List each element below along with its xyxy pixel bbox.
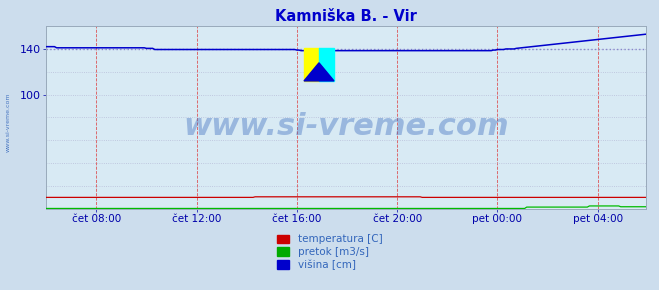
FancyBboxPatch shape <box>304 48 319 81</box>
Text: www.si-vreme.com: www.si-vreme.com <box>183 112 509 141</box>
Text: www.si-vreme.com: www.si-vreme.com <box>5 92 11 152</box>
FancyBboxPatch shape <box>319 48 334 81</box>
Title: Kamniška B. - Vir: Kamniška B. - Vir <box>275 8 417 23</box>
Polygon shape <box>304 63 334 81</box>
Legend: temperatura [C], pretok [m3/s], višina [cm]: temperatura [C], pretok [m3/s], višina [… <box>277 235 382 270</box>
